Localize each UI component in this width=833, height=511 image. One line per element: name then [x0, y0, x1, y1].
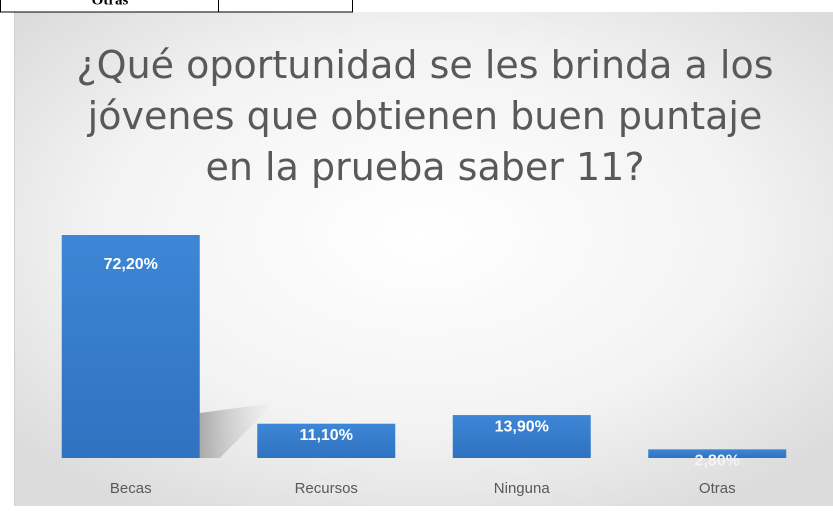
value-label: 11,10% [300, 427, 353, 444]
table-cell: Otras [92, 0, 129, 8]
table: Otras [0, 0, 353, 13]
bar [648, 449, 787, 458]
bar-shadow [199, 403, 275, 458]
title-box: ¿Qué oportunidad se les brinda a los jóv… [76, 43, 774, 189]
bar [257, 423, 396, 458]
chart-title: ¿Qué oportunidad se les brinda a los jóv… [76, 43, 774, 189]
bar [61, 235, 200, 458]
table-row [0, 0, 353, 13]
x-tick-label: Ninguna [494, 480, 551, 497]
x-tick-label: Otras [699, 480, 736, 497]
value-label: 2,80% [695, 453, 740, 470]
x-tick-label: Becas [110, 480, 152, 497]
bar [452, 415, 591, 458]
value-label: 13,90% [495, 418, 549, 435]
x-tick-label: Recursos [295, 480, 358, 497]
value-label: 72,20% [104, 256, 158, 273]
